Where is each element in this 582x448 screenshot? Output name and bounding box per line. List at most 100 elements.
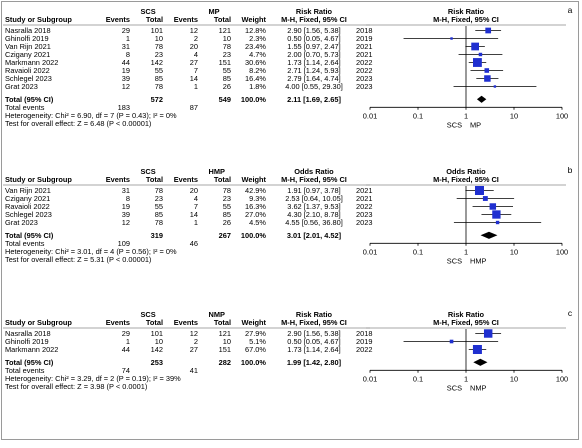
overall-effect-text: Test for overall effect: Z = 6.48 (P < 0… [5, 119, 151, 128]
axis-tick-label: 10 [510, 247, 518, 256]
weight-cell: 67.0% [245, 345, 266, 354]
plot-title: Risk Ratio [448, 7, 485, 16]
group2-header: MP [209, 7, 220, 16]
events2-cell: 12 [190, 329, 198, 338]
study-name: Markmann 2022 [5, 345, 58, 354]
ci-cell: 2.79 [1.64, 4.74] [287, 74, 340, 83]
axis-tick-label: 0.1 [413, 374, 423, 383]
plot-method-header: M-H, Fixed, 95% CI [433, 318, 499, 327]
total1-cell: 78 [155, 218, 163, 227]
study-name: Ravaioli 2022 [5, 202, 50, 211]
events1-cell: 44 [122, 58, 130, 67]
plot-title: Risk Ratio [448, 310, 485, 319]
events1-header: Events [106, 175, 130, 184]
total1-cell: 101 [151, 26, 163, 35]
axis-tick-label: 0.01 [363, 247, 377, 256]
events2-cell: 27 [190, 58, 198, 67]
axis-tick-label: 100 [556, 247, 568, 256]
total2-header: Total [214, 175, 231, 184]
axis-tick-label: 1 [464, 374, 468, 383]
total1-cell: 23 [155, 194, 163, 203]
study-name: Czigany 2021 [5, 50, 50, 59]
weight-header: Weight [242, 175, 267, 184]
total2-cell: 78 [223, 186, 231, 195]
forest-panel-a: SCS MP Risk Ratio Risk Ratio a Study or Subgr… [3, 5, 573, 129]
weight-header: Weight [242, 15, 267, 24]
events1-cell: 31 [122, 42, 130, 51]
point-estimate-square [450, 37, 453, 40]
weight-cell: 27.9% [245, 329, 266, 338]
point-estimate-square [484, 68, 490, 73]
weight-cell: 9.3% [249, 194, 266, 203]
total-events2: 46 [190, 239, 198, 248]
forest-panel-b: SCS HMP Odds Ratio Odds Ratio b Study or Subg… [3, 165, 573, 265]
method-header: M-H, Fixed, 95% CI [281, 175, 347, 184]
events1-header: Events [106, 318, 130, 327]
study-column-header: Study or Subgroup [5, 175, 72, 184]
ci-cell: 2.00 [0.70, 5.73] [287, 50, 340, 59]
heterogeneity-text: Heterogeneity: Chi² = 6.90, df = 7 (P = … [5, 111, 177, 120]
events2-cell: 4 [194, 50, 198, 59]
weight-cell: 5.1% [249, 337, 266, 346]
weight-cell: 42.9% [245, 186, 266, 195]
total1-cell: 78 [155, 186, 163, 195]
ci-cell: 3.62 [1.37, 9.53] [287, 202, 340, 211]
axis-tick-label: 100 [556, 374, 568, 383]
axis-tick-label: 10 [510, 374, 518, 383]
axis-tick-label: 0.1 [413, 247, 423, 256]
ci-cell: 1.91 [0.97, 3.78] [287, 186, 340, 195]
total2-cell: 121 [219, 329, 231, 338]
heterogeneity-text: Heterogeneity: Chi² = 3.29, df = 2 (P = … [5, 374, 181, 383]
events1-header: Events [106, 15, 130, 24]
group1-header: SCS [141, 310, 156, 319]
events1-cell: 12 [122, 218, 130, 227]
total1-cell: 78 [155, 42, 163, 51]
effect-measure-header: Risk Ratio [296, 310, 333, 319]
year-cell: 2021 [356, 194, 372, 203]
group1-header: SCS [141, 167, 156, 176]
total1-cell: 10 [155, 34, 163, 43]
point-estimate-square [473, 58, 482, 67]
total-events1: 109 [118, 239, 130, 248]
favours-left-label: SCS [447, 120, 462, 129]
total2-cell: 151 [219, 58, 231, 67]
total1-cell: 85 [155, 74, 163, 83]
total-events2: 41 [190, 366, 198, 375]
study-name: Grat 2023 [5, 218, 38, 227]
study-column-header: Study or Subgroup [5, 15, 72, 24]
total2-cell: 85 [223, 74, 231, 83]
total1-sum: 572 [151, 95, 163, 104]
total2-cell: 23 [223, 50, 231, 59]
ci-cell: 2.53 [0.64, 10.05] [285, 194, 343, 203]
events1-cell: 19 [122, 66, 130, 75]
study-name: Ravaioli 2022 [5, 66, 50, 75]
total2-header: Total [214, 318, 231, 327]
total2-cell: 85 [223, 210, 231, 219]
total-label: Total (95% CI) [5, 231, 54, 240]
total2-cell: 55 [223, 66, 231, 75]
heterogeneity-text: Heterogeneity: Chi² = 3.01, df = 4 (P = … [5, 247, 177, 256]
point-estimate-square [472, 345, 482, 354]
study-name: Czigany 2021 [5, 194, 50, 203]
total-events1: 183 [118, 103, 130, 112]
events2-cell: 2 [194, 337, 198, 346]
point-estimate-square [493, 85, 497, 88]
point-estimate-square [495, 220, 500, 225]
pooled-diamond [473, 358, 488, 366]
events1-cell: 1 [126, 337, 130, 346]
year-cell: 2022 [356, 58, 372, 67]
total1-cell: 142 [151, 345, 163, 354]
axis-tick-label: 0.01 [363, 111, 377, 120]
events1-cell: 19 [122, 202, 130, 211]
events2-cell: 20 [190, 42, 198, 51]
events2-cell: 7 [194, 202, 198, 211]
ci-cell: 4.30 [2.10, 8.78] [287, 210, 340, 219]
point-estimate-square [478, 52, 483, 57]
events2-cell: 14 [190, 210, 198, 219]
study-name: Schlegel 2023 [5, 210, 52, 219]
total2-cell: 78 [223, 42, 231, 51]
favours-right-label: MP [470, 120, 481, 129]
total-label: Total (95% CI) [5, 95, 54, 104]
total1-header: Total [146, 15, 163, 24]
